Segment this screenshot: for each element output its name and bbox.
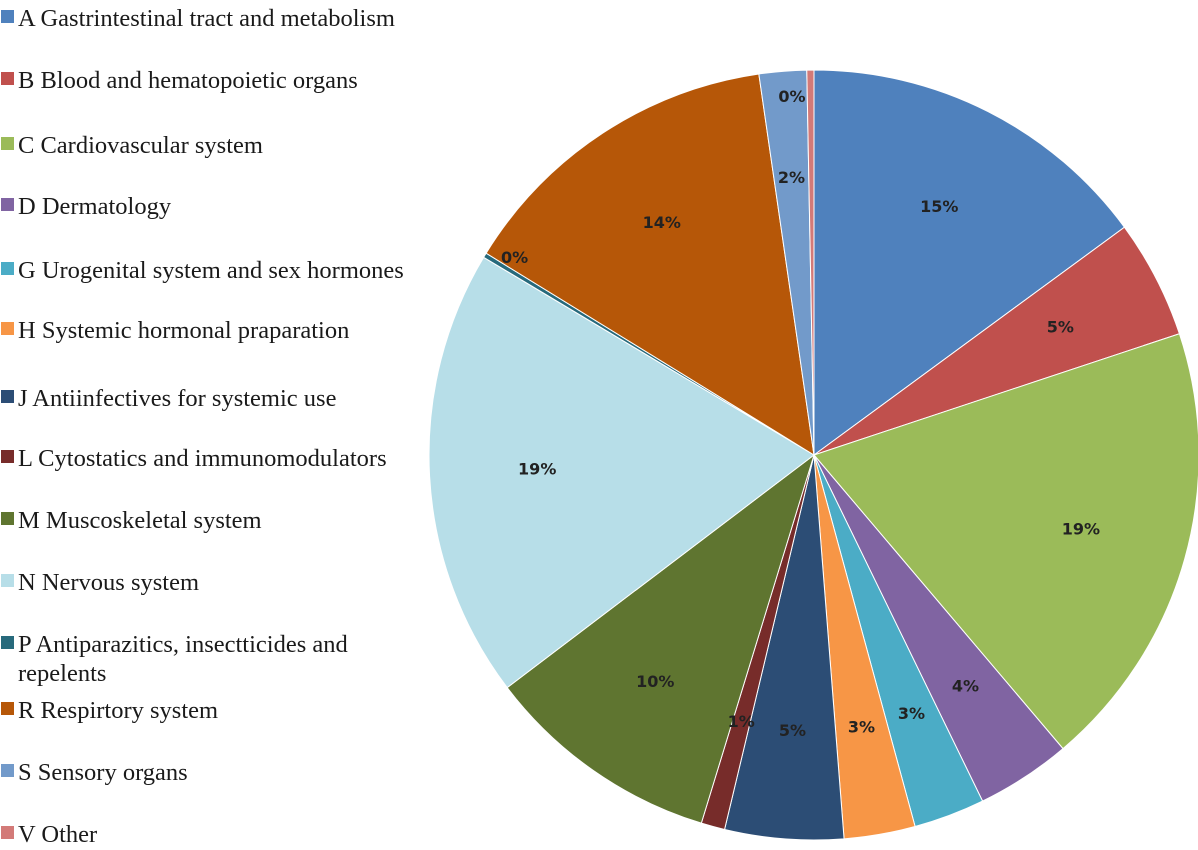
legend-label: S Sensory organs — [18, 759, 188, 786]
legend-label: J Antiinfectives for systemic use — [18, 385, 337, 412]
legend-swatch — [1, 262, 14, 275]
legend-label: R Respirtory system — [18, 697, 219, 724]
legend-item: D Dermatology — [0, 192, 430, 221]
chart-legend: A Gastrintestinal tract and metabolism B … — [0, 0, 440, 850]
legend-swatch — [1, 574, 14, 587]
legend-swatch — [1, 198, 14, 211]
legend-swatch — [1, 512, 14, 525]
legend-label: L Cytostatics and immunomodulators — [18, 445, 387, 472]
legend-swatch — [1, 72, 14, 85]
legend-swatch — [1, 636, 14, 649]
pie-slice — [813, 69, 1126, 456]
legend-item: S Sensory organs — [0, 758, 430, 787]
legend-label: M Muscoskeletal system — [18, 507, 262, 534]
slice-data-label: 19% — [1062, 519, 1100, 538]
slice-data-label: 2% — [778, 168, 805, 187]
legend-label: V Other — [18, 821, 98, 848]
pie-slice — [485, 73, 815, 456]
slice-data-label: 3% — [848, 718, 875, 737]
legend-swatch — [1, 390, 14, 403]
slice-data-label: 3% — [898, 704, 925, 723]
legend-label: N Nervous system — [18, 569, 200, 596]
legend-swatch — [1, 322, 14, 335]
legend-label: G Urogenital system and sex hormones — [18, 257, 404, 284]
legend-item: H Systemic hormonal praparation — [0, 316, 430, 345]
pie-slice — [506, 453, 815, 824]
pie-slice — [813, 333, 1198, 750]
legend-label: A Gastrintestinal tract and metabolism — [18, 5, 395, 32]
legend-label: B Blood and hematopoietic organs — [18, 67, 358, 94]
legend-item: G Urogenital system and sex hormones — [0, 256, 430, 285]
legend-item: N Nervous system — [0, 568, 430, 597]
legend-label: P Antiparazitics, insectticides and repe… — [18, 631, 348, 687]
slice-data-label: 1% — [728, 712, 755, 731]
pie-slice — [806, 69, 815, 456]
legend-label: C Cardiovascular system — [18, 132, 263, 159]
legend-item: R Respirtory system — [0, 696, 430, 725]
legend-swatch — [1, 764, 14, 777]
legend-swatch — [1, 702, 14, 715]
legend-label: H Systemic hormonal praparation — [18, 317, 350, 344]
legend-swatch — [1, 10, 14, 23]
legend-item: B Blood and hematopoietic organs — [0, 66, 430, 95]
slice-data-label: 15% — [920, 197, 958, 216]
legend-swatch — [1, 450, 14, 463]
slice-data-label: 4% — [952, 677, 979, 696]
legend-label: D Dermatology — [18, 193, 172, 220]
legend-item: V Other — [0, 820, 430, 849]
legend-item: A Gastrintestinal tract and metabolism — [0, 4, 430, 33]
legend-item: P Antiparazitics, insectticides and repe… — [0, 630, 430, 688]
legend-item: J Antiinfectives for systemic use — [0, 384, 430, 413]
slice-data-label: 5% — [779, 721, 806, 740]
slice-data-label: 19% — [518, 460, 556, 479]
legend-item: M Muscoskeletal system — [0, 506, 430, 535]
slice-data-label: 14% — [643, 213, 681, 232]
slice-data-label: 0% — [778, 87, 805, 106]
legend-swatch — [1, 826, 14, 839]
legend-item: L Cytostatics and immunomodulators — [0, 444, 430, 473]
slice-data-label: 10% — [636, 672, 674, 691]
slice-data-label: 5% — [1047, 317, 1074, 336]
legend-swatch — [1, 137, 14, 150]
pie-slice — [428, 256, 815, 689]
slice-data-label: 0% — [501, 248, 528, 267]
legend-item: C Cardiovascular system — [0, 131, 430, 160]
